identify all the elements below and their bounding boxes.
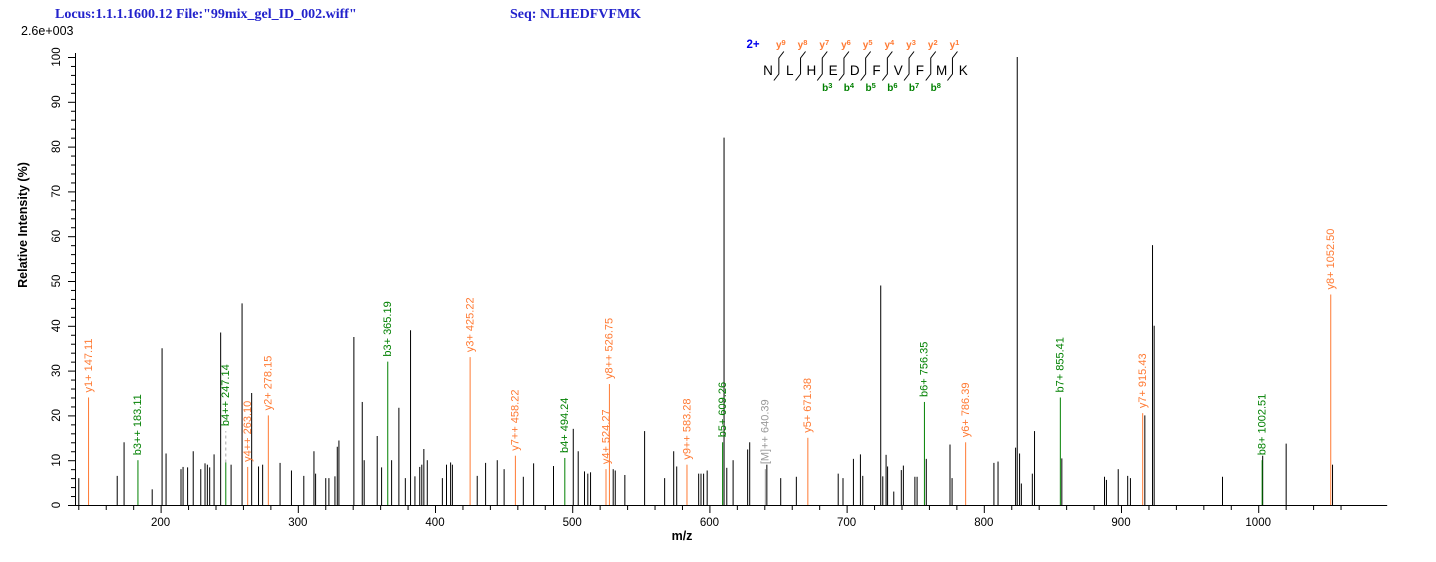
peak-ion-label: y4+ 524.27 <box>600 409 612 464</box>
fragment-ion-label: b4 <box>844 81 855 94</box>
x-axis-ticks <box>78 506 1342 513</box>
fragment-ion-label: y5 <box>863 38 873 51</box>
y-tick-label: 80 <box>51 140 63 153</box>
base-peak-intensity-label: 2.6e+003 <box>21 24 74 38</box>
locus-file-text: Locus:1.1.1.1600.12 File:"99mix_gel_ID_0… <box>55 7 357 22</box>
x-axis-title: m/z <box>672 529 693 543</box>
peak-ion-label: y8+ 1052.50 <box>1325 229 1337 290</box>
peak-ion-label: y9++ 583.28 <box>681 399 693 460</box>
residue-letter: K <box>959 63 968 78</box>
residue-letter: M <box>936 63 947 78</box>
peak-ion-label: b5+ 609.26 <box>717 382 729 437</box>
y-axis-ticks <box>68 57 75 506</box>
x-tick-label: 700 <box>837 517 856 529</box>
fragmentation-mark <box>947 51 958 81</box>
fragment-ion-label: b3 <box>822 81 832 94</box>
x-tick-label: 300 <box>288 517 307 529</box>
peak-ion-label: y8++ 526.75 <box>604 318 616 379</box>
fragment-ion-label: y2 <box>928 38 938 51</box>
fragment-ion-label: y6 <box>841 38 851 51</box>
residue-letter: V <box>894 63 903 78</box>
y-tick-label: 10 <box>51 454 63 467</box>
peak-ion-label: b3++ 183.11 <box>132 394 144 455</box>
axes: m/z Relative Intensity (%) <box>16 53 1388 543</box>
residue-letter: N <box>763 63 773 78</box>
y-tick-label: 70 <box>51 185 63 198</box>
fragmentation-mark <box>773 51 785 81</box>
x-tick-label: 600 <box>700 517 719 529</box>
x-tick-label: 1000 <box>1245 517 1271 529</box>
fragment-ion-label: y7 <box>819 38 829 51</box>
peak-ion-label: y2+ 278.15 <box>263 356 275 411</box>
fragmentation-mark <box>860 51 872 81</box>
fragmentation-mark <box>838 51 850 81</box>
peak-ion-label: b6+ 756.35 <box>919 342 931 397</box>
x-axis-tick-labels: 200 300 400 500 600 700 800 900 1000 <box>151 517 1271 529</box>
x-tick-label: 400 <box>425 517 444 529</box>
residue-letter: E <box>829 63 838 78</box>
y-axis-tick-labels: 0 10 20 30 40 50 60 70 80 90 100 <box>51 47 63 508</box>
fragmentation-mark <box>925 51 937 81</box>
y-axis-title: Relative Intensity (%) <box>16 162 30 288</box>
peak-ion-label: [M]++ 640.39 <box>760 399 772 464</box>
peak-ion-label: b7+ 855.41 <box>1055 337 1067 392</box>
fragment-ion-label: y8 <box>798 38 808 51</box>
x-tick-label: 900 <box>1111 517 1130 529</box>
y-tick-label: 40 <box>51 319 63 332</box>
peak-ion-label: y1+ 147.11 <box>83 339 95 393</box>
fragment-ion-label: b7 <box>909 81 919 94</box>
residue-letter: F <box>916 63 924 78</box>
precursor-charge-label: 2+ <box>746 39 759 51</box>
fragment-ion-label: b5 <box>866 81 876 94</box>
fragment-ion-label: y9 <box>776 38 786 51</box>
y-tick-label: 0 <box>51 502 63 508</box>
y-tick-label: 30 <box>51 364 63 377</box>
residue-letter: H <box>807 63 817 78</box>
residue-letter: F <box>872 63 880 78</box>
sequence-text: Seq: NLHEDFVFMK <box>510 7 642 22</box>
annotated-peaks: y1+ 147.11 b3++ 183.11 b4++ 247.14 y4++ 263… <box>83 229 1337 505</box>
peak-ion-label: b4+ 494.24 <box>559 398 571 453</box>
peak-ion-label: b3+ 365.19 <box>382 301 394 356</box>
peak-ion-label: y3+ 425.22 <box>464 297 476 352</box>
fragment-ion-label: y3 <box>906 38 916 51</box>
peak-ion-label: y6+ 786.39 <box>960 383 972 438</box>
fragmentation-mark <box>881 51 893 81</box>
fragmentation-mark <box>903 51 915 81</box>
y-tick-label: 90 <box>51 95 63 108</box>
y-tick-label: 60 <box>51 230 63 243</box>
peak-ion-label: y7+ 915.43 <box>1137 353 1149 408</box>
peak-ion-label: b4++ 247.14 <box>220 364 232 426</box>
residue-letter: L <box>786 63 794 78</box>
fragment-ion-label: b6 <box>887 81 897 94</box>
x-tick-label: 500 <box>563 517 582 529</box>
unassigned-peaks <box>78 57 1334 505</box>
residue-letter: D <box>850 63 860 78</box>
fragment-ion-label: y1 <box>950 38 960 51</box>
y-tick-label: 100 <box>51 47 63 66</box>
fragment-ion-label: y4 <box>884 38 895 51</box>
peak-ion-label: y4++ 263.10 <box>242 401 254 462</box>
x-tick-label: 800 <box>974 517 993 529</box>
fragment-ion-label: b8 <box>931 81 941 94</box>
header-line: Locus:1.1.1.1600.12 File:"99mix_gel_ID_0… <box>0 7 1436 25</box>
fragmentation-mark <box>816 51 828 81</box>
peak-ion-label: y5+ 671.38 <box>802 378 814 433</box>
fragmentation-mark <box>795 51 806 81</box>
peak-ion-label: b8+ 1002.51 <box>1256 394 1268 455</box>
y-tick-label: 20 <box>51 409 63 422</box>
x-tick-label: 200 <box>151 517 170 529</box>
peak-ion-label: y7++ 458.22 <box>510 390 522 451</box>
y-tick-label: 50 <box>51 275 63 288</box>
